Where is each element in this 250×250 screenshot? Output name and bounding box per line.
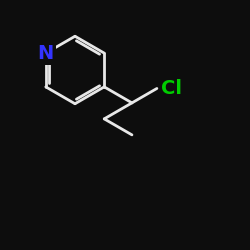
Text: Cl: Cl bbox=[161, 79, 182, 98]
Text: N: N bbox=[38, 44, 54, 62]
